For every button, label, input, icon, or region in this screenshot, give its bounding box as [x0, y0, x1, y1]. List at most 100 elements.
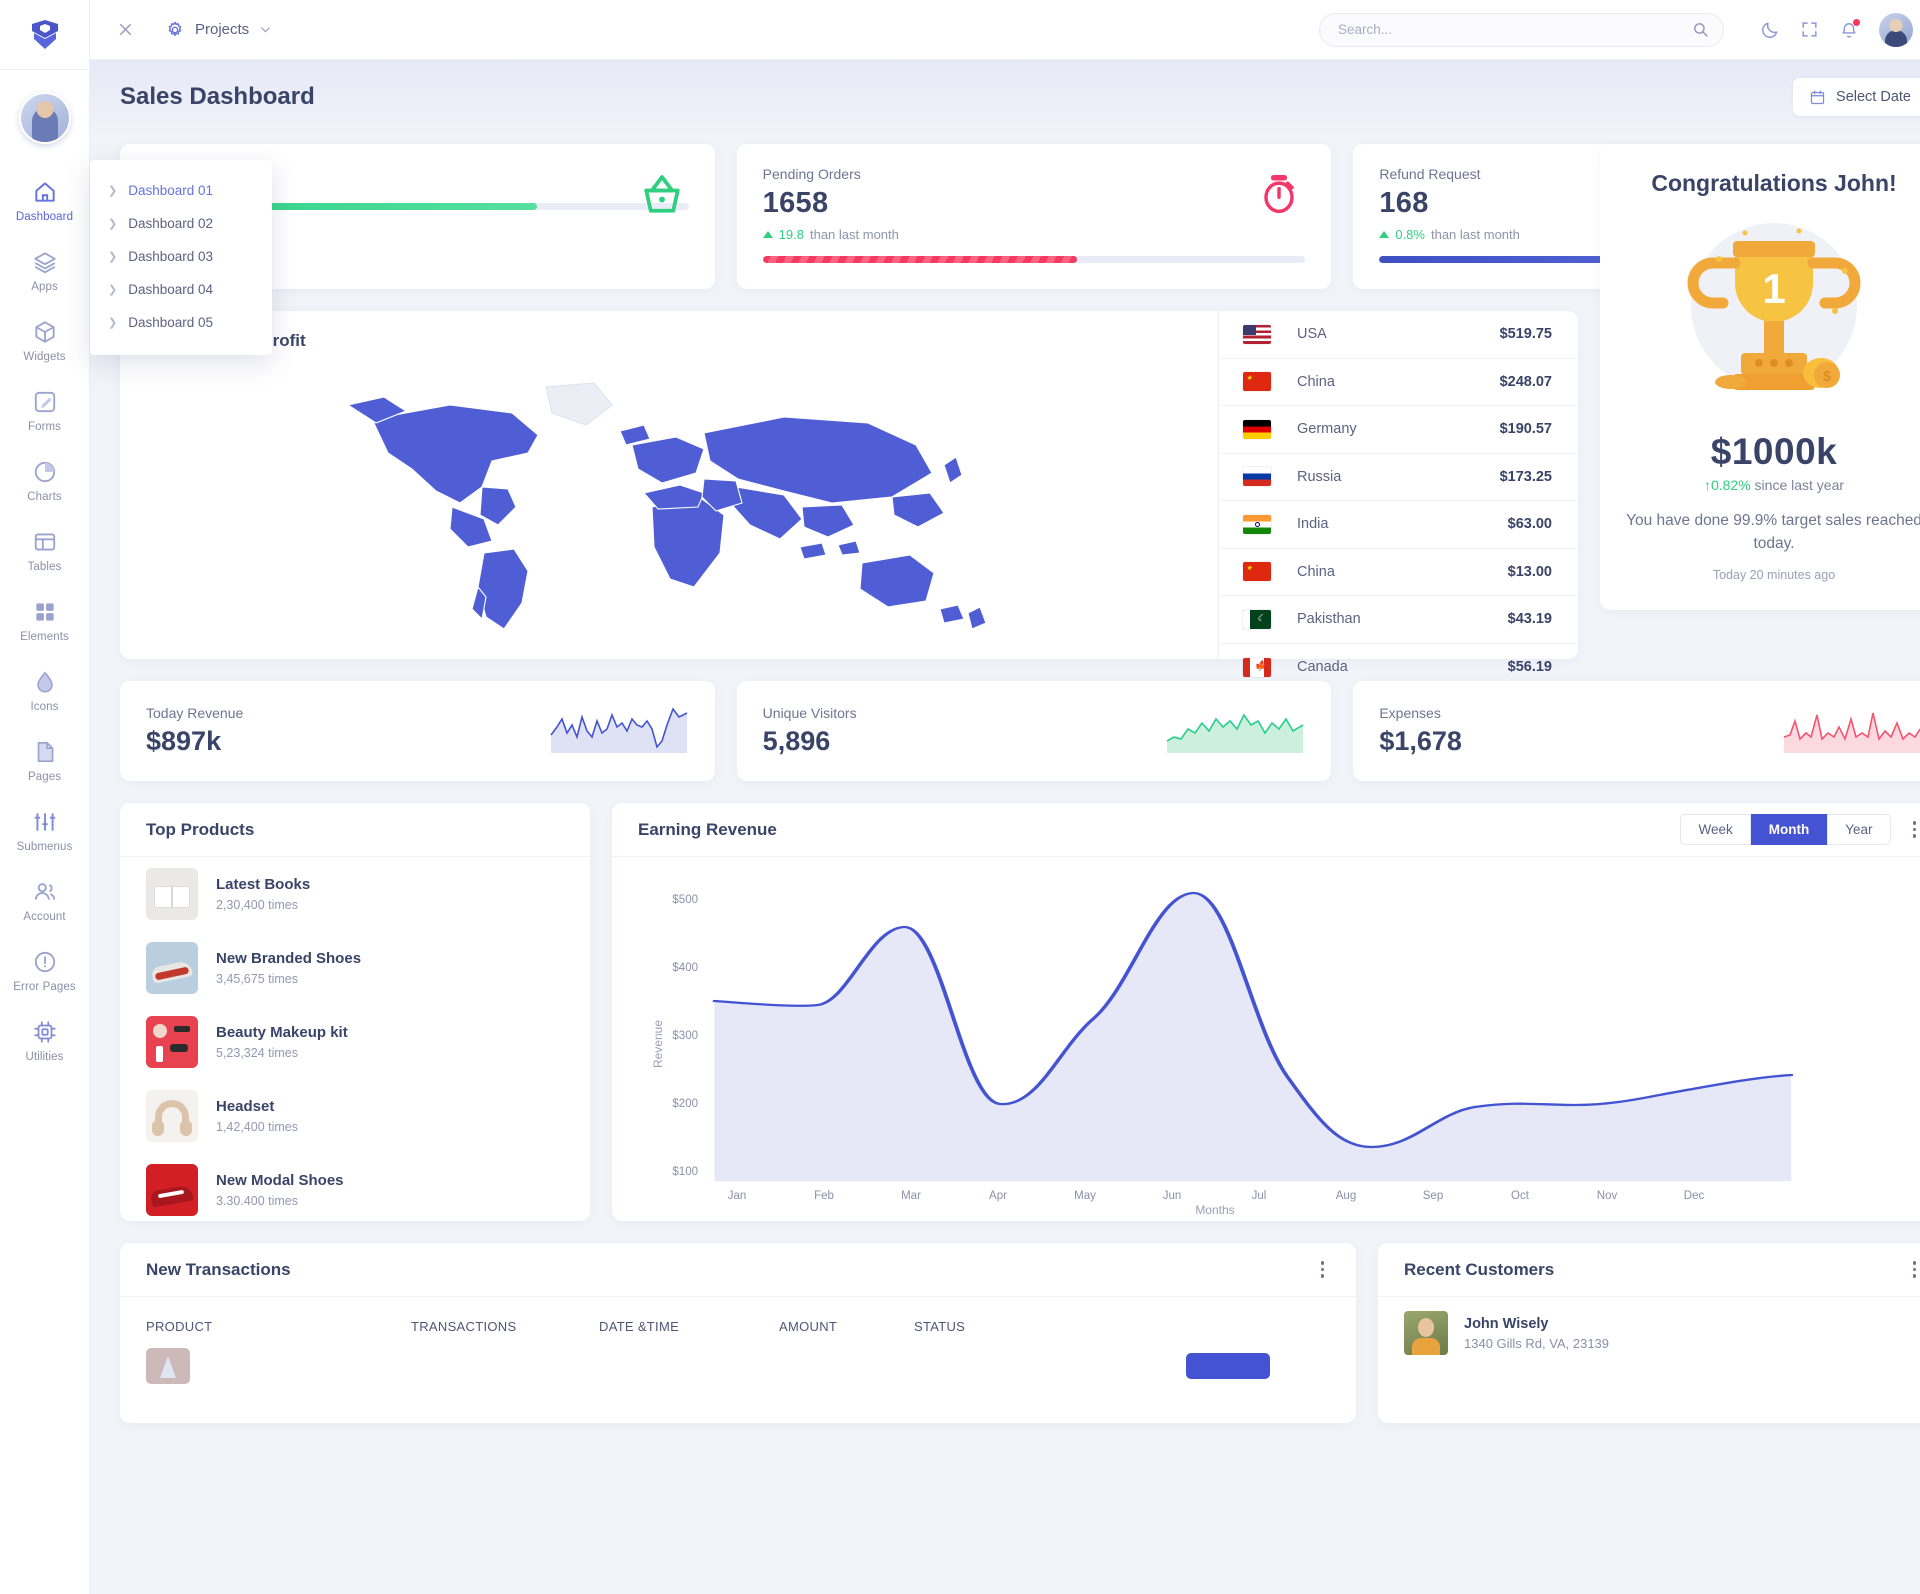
sidebar-item-account[interactable]: Account: [0, 866, 89, 936]
stat-progress: [146, 203, 689, 210]
redshoe-thumb: [146, 1164, 198, 1216]
range-week-button[interactable]: Week: [1680, 814, 1751, 845]
ministat-value: $897k: [146, 726, 222, 756]
world-map-svg[interactable]: [332, 357, 1032, 657]
range-year-button[interactable]: Year: [1827, 814, 1891, 845]
list-item[interactable]: New Modal Shoes 3.30.400 times: [120, 1153, 590, 1227]
panel-header: Recent Customers: [1378, 1243, 1920, 1297]
fullscreen-button[interactable]: [1800, 20, 1819, 39]
dropdown-label: Dashboard 04: [128, 282, 214, 297]
brand-logo[interactable]: [0, 0, 90, 70]
sidebar-item-pages[interactable]: Pages: [0, 726, 89, 796]
sidebar-item-tables[interactable]: Tables: [0, 516, 89, 586]
xtick-aug: Aug: [1336, 1190, 1356, 1202]
sidebar-item-icons[interactable]: Icons: [0, 656, 89, 726]
dark-mode-toggle[interactable]: [1760, 20, 1780, 40]
close-icon[interactable]: [116, 20, 135, 39]
search-input[interactable]: [1338, 22, 1692, 37]
column-transactions: TRANSACTIONS: [411, 1319, 517, 1334]
column-amount: AMOUNT: [779, 1319, 838, 1334]
edit-square-icon: [34, 391, 55, 413]
dropdown-item-dashboard-03[interactable]: ❯ Dashboard 03: [90, 240, 272, 273]
notifications-button[interactable]: [1839, 17, 1861, 40]
column-status: STATUS: [914, 1319, 966, 1334]
country-name: USA: [1297, 326, 1327, 343]
stopwatch-icon: [1253, 168, 1305, 225]
product-count: 2,30,400 times: [216, 898, 298, 912]
droplet-icon: [36, 671, 53, 693]
table-row[interactable]: Germany $190.57: [1219, 406, 1578, 454]
chart-xlabel: Months: [1195, 1203, 1234, 1214]
more-vertical-icon[interactable]: [1315, 1257, 1331, 1282]
sidebar-item-elements[interactable]: Elements: [0, 586, 89, 656]
stat-delta-value: 19.8: [778, 227, 804, 242]
sidebar-item-submenus[interactable]: Submenus: [0, 796, 89, 866]
sidebar-item-apps[interactable]: Apps: [0, 236, 89, 306]
table-row[interactable]: USA $519.75: [1219, 311, 1578, 359]
dropdown-item-dashboard-05[interactable]: ❯ Dashboard 05: [90, 306, 272, 339]
sidebar-item-error-pages[interactable]: Error Pages: [0, 936, 89, 1006]
table-row[interactable]: Russia $173.25: [1219, 454, 1578, 501]
table-row[interactable]: India $63.00: [1219, 501, 1578, 549]
search-icon[interactable]: [1692, 21, 1709, 38]
country-name: China: [1297, 563, 1335, 580]
dropdown-label: Dashboard 05: [128, 315, 214, 330]
dropdown-label: Dashboard 02: [128, 216, 214, 231]
table-row[interactable]: [120, 1334, 1356, 1398]
xtick-sep: Sep: [1423, 1190, 1443, 1202]
stat-delta: 19.8 than last month: [762, 227, 1306, 242]
sidebar-label: Pages: [27, 771, 62, 783]
sidebar-item-charts[interactable]: Charts: [0, 446, 89, 516]
range-month-button[interactable]: Month: [1750, 814, 1828, 845]
congratulations-card: Congratulations John!: [1600, 144, 1920, 610]
status-badge: [1186, 1353, 1270, 1379]
layers-icon: [33, 252, 56, 274]
dropdown-item-dashboard-01[interactable]: ❯ Dashboard 01: [90, 174, 272, 207]
dashboard-dropdown-menu[interactable]: ❯ Dashboard 01 ❯ Dashboard 02 ❯ Dashboar…: [90, 160, 272, 355]
select-date-button[interactable]: Select Date: [1793, 78, 1920, 116]
user-avatar[interactable]: [1879, 12, 1913, 47]
headset-thumb: [146, 1090, 198, 1142]
country-value: $56.19: [1507, 659, 1552, 676]
stat-value: 168: [1379, 187, 1429, 219]
more-vertical-icon[interactable]: [1907, 817, 1920, 842]
sidebar-item-widgets[interactable]: Widgets: [0, 306, 89, 376]
dropdown-item-dashboard-02[interactable]: ❯ Dashboard 02: [90, 207, 272, 240]
table-row[interactable]: ★ China $248.07: [1219, 359, 1578, 406]
country-value: $519.75: [1499, 326, 1552, 343]
sidebar: Dashboard Apps Widgets For: [0, 0, 90, 1594]
sidebar-item-forms[interactable]: Forms: [0, 376, 89, 446]
sidebar-label: Submenus: [16, 841, 73, 853]
search-box[interactable]: [1319, 12, 1724, 47]
table-row[interactable]: ★ China $13.00: [1219, 549, 1578, 596]
list-item[interactable]: Beauty Makeup kit 5,23,324 times: [120, 1005, 590, 1079]
list-item[interactable]: Headset 1,42,400 times: [120, 1079, 590, 1153]
revenue-area-chart[interactable]: $500 $400 $300 $200 $100 Revenue: [632, 869, 1920, 1217]
product-count: 3.30.400 times: [216, 1194, 298, 1208]
product-name: Latest Books: [216, 876, 311, 893]
flag-pakistan: ☾: [1243, 609, 1271, 629]
sidebar-label: Apps: [31, 281, 58, 293]
chip-icon: [33, 1021, 56, 1043]
ytick-300: $300: [672, 1030, 698, 1042]
country-name: China: [1297, 373, 1335, 390]
flag-canada: 🍁: [1243, 657, 1271, 677]
congrats-timestamp: Today 20 minutes ago: [1712, 567, 1836, 582]
table-row[interactable]: ☾ Pakisthan $43.19: [1219, 596, 1578, 644]
sidebar-item-dashboard[interactable]: Dashboard: [0, 166, 89, 236]
earning-chart: $500 $400 $300 $200 $100 Revenue: [612, 857, 1920, 1219]
projects-menu[interactable]: Projects: [165, 20, 272, 40]
list-item[interactable]: John Wisely 1340 Gills Rd, VA, 23139: [1378, 1297, 1920, 1369]
notification-badge: [1852, 17, 1861, 27]
sidebar-avatar[interactable]: [18, 92, 71, 144]
sidebar-label: Widgets: [23, 351, 66, 363]
dropdown-item-dashboard-04[interactable]: ❯ Dashboard 04: [90, 273, 272, 306]
sidebar-item-utilities[interactable]: Utilities: [0, 1006, 89, 1076]
page-header: Sales Dashboard Select Date: [90, 60, 1920, 134]
xtick-apr: Apr: [989, 1190, 1007, 1202]
more-vertical-icon[interactable]: [1907, 1257, 1920, 1282]
table-row[interactable]: 🍁 Canada $56.19: [1219, 644, 1578, 692]
ytick-100: $100: [672, 1166, 698, 1178]
list-item[interactable]: New Branded Shoes 3,45,675 times: [120, 931, 590, 1005]
list-item[interactable]: Latest Books 2,30,400 times: [120, 857, 590, 931]
